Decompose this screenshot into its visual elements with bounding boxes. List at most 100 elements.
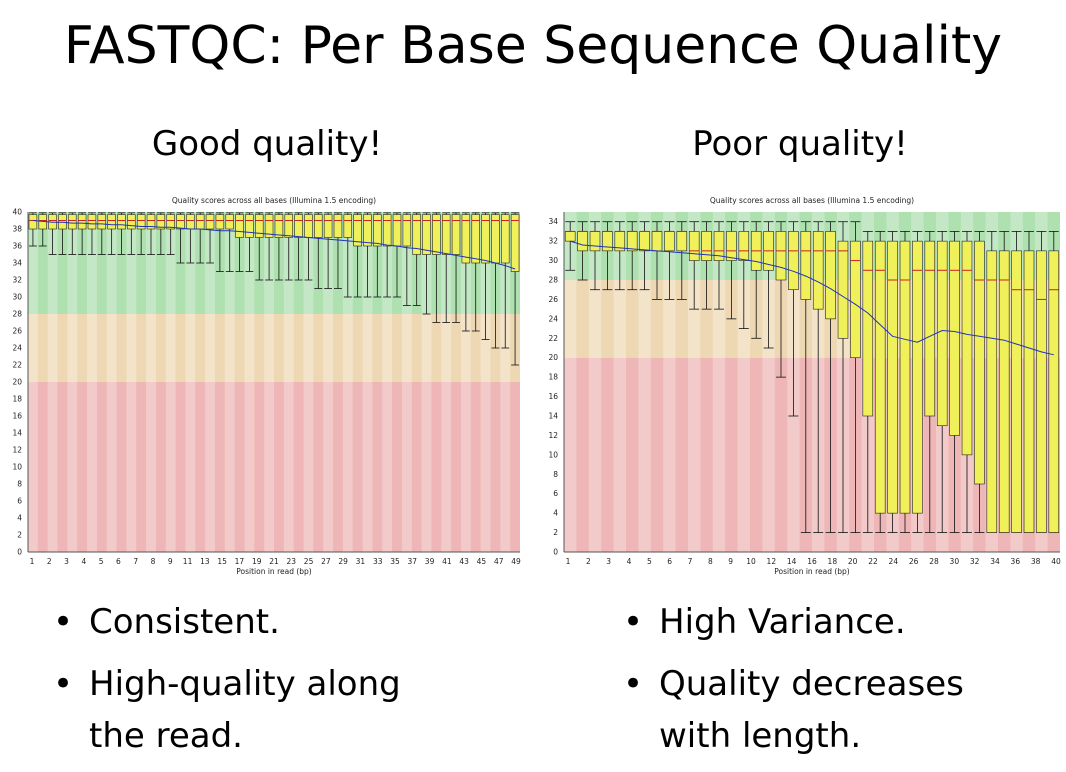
y-tick-label: 2: [17, 531, 22, 540]
x-tick-label: 45: [477, 557, 487, 566]
stripe: [283, 212, 294, 552]
x-tick-label: 20: [848, 557, 858, 566]
chart-title: Quality scores across all bases (Illumin…: [172, 196, 376, 205]
quality-box: [363, 214, 372, 247]
bullet-marker: •: [52, 664, 74, 704]
x-tick-label: 43: [459, 557, 469, 566]
stripe: [421, 212, 432, 552]
quality-box: [255, 214, 264, 238]
stripe: [638, 212, 651, 552]
x-tick-label: 30: [950, 557, 960, 566]
quality-box: [333, 214, 343, 238]
x-tick-label: 3: [64, 557, 69, 566]
stripe: [762, 212, 775, 552]
quality-box: [97, 214, 107, 230]
stripe: [342, 212, 353, 552]
quality-box: [412, 214, 421, 255]
y-tick-label: 32: [12, 276, 22, 285]
y-tick-label: 14: [548, 412, 558, 421]
y-tick-label: 30: [548, 256, 558, 265]
stripe: [613, 212, 626, 552]
quality-box: [28, 214, 38, 230]
x-tick-label: 5: [647, 557, 652, 566]
x-tick-label: 41: [442, 557, 452, 566]
x-tick-label: 10: [746, 557, 756, 566]
y-tick-label: 36: [12, 242, 22, 251]
y-tick-label: 20: [12, 378, 22, 387]
x-tick-label: 16: [807, 557, 817, 566]
x-tick-label: 2: [586, 557, 591, 566]
x-tick-label: 1: [30, 557, 35, 566]
y-tick-label: 6: [553, 489, 558, 498]
y-tick-label: 40: [12, 208, 22, 217]
quality-box: [461, 214, 471, 264]
quality-box: [1023, 250, 1035, 533]
quality-box: [392, 214, 402, 247]
quality-box: [264, 214, 274, 238]
quality-box: [146, 214, 156, 230]
stripe: [224, 212, 235, 552]
quality-box: [936, 240, 948, 427]
poor-quality-chart: Quality scores across all bases (Illumin…: [548, 196, 1061, 576]
bullet-item: • High-quality along the read.: [48, 658, 428, 762]
stripe: [264, 212, 274, 552]
quality-box: [812, 231, 824, 310]
quality-box: [441, 214, 451, 255]
x-tick-label: 7: [688, 557, 693, 566]
quality-box: [166, 214, 175, 230]
y-tick-label: 12: [548, 431, 558, 440]
quality-box: [713, 231, 725, 261]
x-tick-label: 27: [321, 557, 331, 566]
y-tick-label: 22: [548, 334, 558, 343]
x-tick-label: 3: [606, 557, 611, 566]
bullet-text: Quality decreases with length.: [659, 664, 964, 756]
stripe: [441, 212, 452, 552]
quality-box: [949, 240, 960, 436]
x-tick-label: 25: [304, 557, 314, 566]
quality-box: [373, 214, 382, 247]
x-axis-label: Position in read (bp): [236, 567, 312, 576]
x-tick-label: 12: [767, 557, 777, 566]
mean-quality-line: [570, 240, 1054, 356]
quality-box: [602, 231, 613, 252]
x-tick-label: 36: [1011, 557, 1021, 566]
quality-box: [887, 240, 898, 514]
bullet-marker: •: [52, 602, 74, 642]
stripe: [500, 212, 511, 552]
bullet-item: • High Variance.: [618, 596, 1038, 648]
quality-box: [314, 214, 323, 238]
bullet-item: • Consistent.: [48, 596, 428, 648]
quality-box: [422, 214, 431, 255]
stripe: [712, 212, 726, 552]
quality-box: [850, 240, 861, 359]
y-tick-label: 22: [12, 361, 22, 370]
x-tick-label: 15: [217, 557, 227, 566]
y-tick-label: 32: [548, 237, 558, 246]
stripe: [146, 212, 156, 552]
quality-box: [186, 214, 195, 230]
bullet-text: Consistent.: [89, 602, 280, 642]
stripe: [737, 212, 750, 552]
y-tick-label: 18: [548, 373, 558, 382]
x-tick-label: 39: [425, 557, 435, 566]
x-tick-label: 9: [168, 557, 173, 566]
x-tick-label: 26: [909, 557, 919, 566]
x-tick-label: 4: [627, 557, 632, 566]
quality-box: [245, 214, 254, 238]
quality-box: [304, 214, 313, 238]
stripe: [303, 212, 314, 552]
stripe: [460, 212, 471, 552]
x-axis-label: Position in read (bp): [774, 567, 850, 576]
y-tick-label: 4: [17, 514, 22, 523]
x-tick-label: 6: [667, 557, 672, 566]
y-tick-label: 16: [12, 412, 22, 421]
quality-box: [961, 240, 973, 456]
y-tick-label: 6: [17, 497, 22, 506]
quality-box: [323, 214, 333, 238]
quality-box: [77, 214, 87, 230]
quality-box: [343, 214, 353, 238]
quality-box: [274, 214, 284, 238]
y-tick-label: 0: [553, 548, 558, 557]
quality-box: [402, 214, 412, 247]
quality-box: [626, 231, 638, 252]
